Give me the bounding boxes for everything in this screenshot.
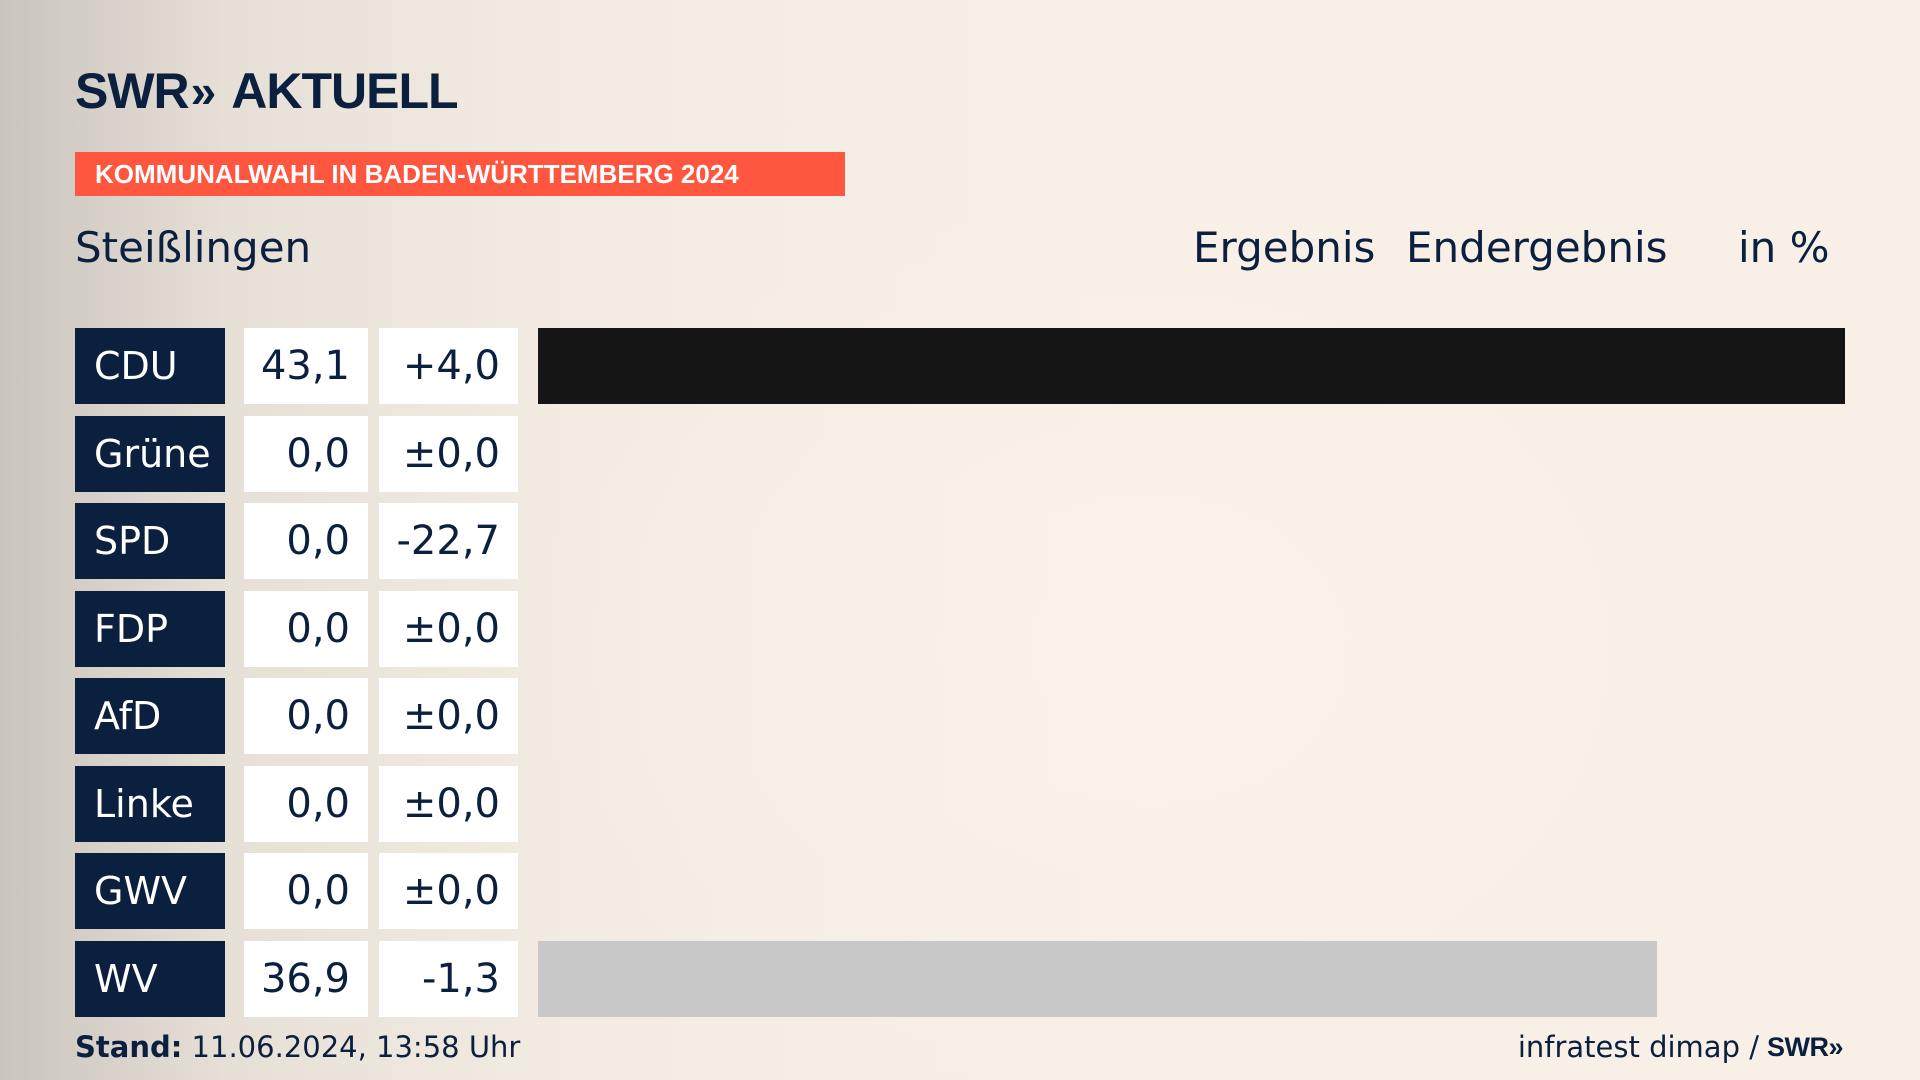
result-row: SPD 0,0 -22,7: [75, 503, 1845, 579]
vote-share-value: 0,0: [244, 591, 368, 667]
change-value: -22,7: [379, 503, 518, 579]
swr-mini-logo: SWR»: [1766, 1032, 1844, 1062]
party-label: Grüne: [75, 416, 225, 492]
stand-label: Stand:: [75, 1030, 183, 1064]
change-value: ±0,0: [379, 853, 518, 929]
party-label: GWV: [75, 853, 225, 929]
party-label: CDU: [75, 328, 225, 404]
logo-aktuell-text: AKTUELL: [231, 63, 458, 119]
source-credit: infratest dimap / SWR»: [1517, 1029, 1844, 1065]
party-label: WV: [75, 941, 225, 1017]
change-value: ±0,0: [379, 678, 518, 754]
change-value: ±0,0: [379, 416, 518, 492]
party-label: FDP: [75, 591, 225, 667]
unit-label: in %: [1738, 223, 1830, 272]
result-status: Endergebnis: [1406, 223, 1668, 272]
party-label: Linke: [75, 766, 225, 842]
change-value: +4,0: [379, 328, 518, 404]
timestamp: Stand: 11.06.2024, 13:58 Uhr: [75, 1029, 520, 1065]
election-banner: KOMMUNALWAHL IN BADEN-WÜRTTEMBERG 2024: [75, 152, 845, 196]
stand-value: 11.06.2024, 13:58 Uhr: [191, 1030, 521, 1064]
vote-share-value: 36,9: [244, 941, 368, 1017]
change-value: ±0,0: [379, 766, 518, 842]
result-bar: [538, 328, 1845, 404]
change-value: -1,3: [379, 941, 518, 1017]
change-value: ±0,0: [379, 591, 518, 667]
region-title: Steißlingen: [75, 223, 312, 272]
logo-swr-text: SWR: [75, 63, 190, 119]
result-row: AfD 0,0 ±0,0: [75, 678, 1845, 754]
party-label: AfD: [75, 678, 225, 754]
result-row: GWV 0,0 ±0,0: [75, 853, 1845, 929]
vote-share-value: 43,1: [244, 328, 368, 404]
vote-share-value: 0,0: [244, 853, 368, 929]
result-row: Linke 0,0 ±0,0: [75, 766, 1845, 842]
swr-aktuell-logo: SWR » AKTUELL: [75, 63, 459, 119]
source-text: infratest dimap /: [1517, 1030, 1759, 1064]
result-row: FDP 0,0 ±0,0: [75, 591, 1845, 667]
result-row: CDU 43,1 +4,0: [75, 328, 1845, 404]
result-row: WV 36,9 -1,3: [75, 941, 1845, 1017]
party-label: SPD: [75, 503, 225, 579]
vote-share-value: 0,0: [244, 678, 368, 754]
result-row: Grüne 0,0 ±0,0: [75, 416, 1845, 492]
result-bar: [538, 941, 1657, 1017]
double-chevron-icon: »: [190, 65, 217, 117]
vote-share-value: 0,0: [244, 766, 368, 842]
vote-share-value: 0,0: [244, 416, 368, 492]
vote-share-value: 0,0: [244, 503, 368, 579]
result-label: Ergebnis: [1193, 223, 1376, 272]
